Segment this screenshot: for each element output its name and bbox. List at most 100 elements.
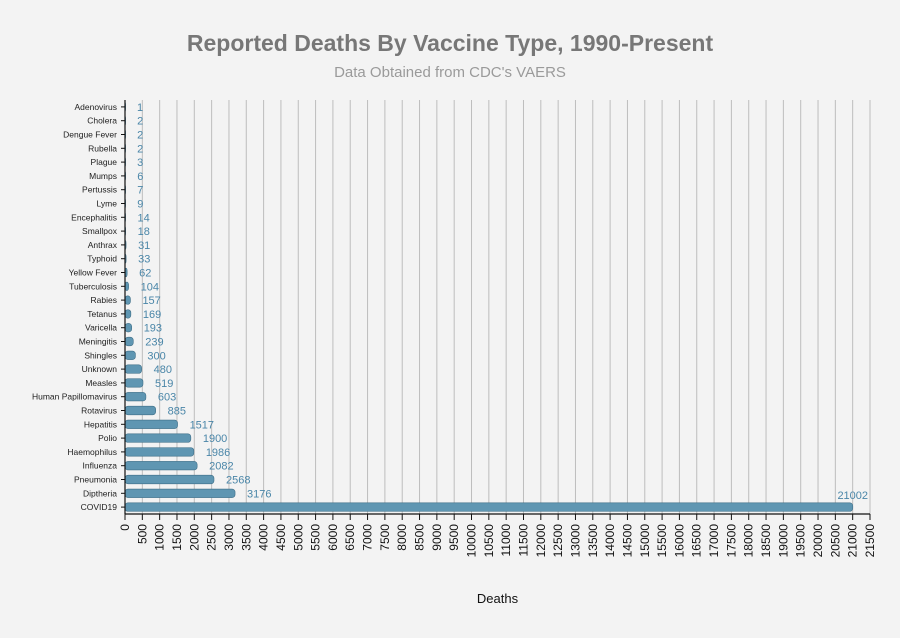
x-tick-label: 11000 (499, 524, 513, 557)
x-tick-label: 7000 (361, 524, 375, 551)
data-label: 2 (137, 143, 143, 155)
category-label: Rabies (91, 295, 117, 305)
x-tick-label: 19500 (794, 524, 808, 558)
data-label: 2568 (226, 475, 250, 487)
data-label: 18 (138, 226, 150, 238)
chart-subtitle: Data Obtained from CDC's VAERS (334, 64, 566, 81)
x-tick-label: 8500 (413, 524, 427, 551)
x-tick-label: 21000 (846, 524, 860, 558)
category-label: Encephalitis (71, 212, 117, 222)
category-label: Yellow Fever (69, 268, 118, 278)
data-label: 62 (139, 268, 151, 280)
x-tick-label: 9000 (430, 524, 444, 551)
x-tick-label: 9500 (447, 524, 461, 551)
category-label: Mumps (89, 171, 117, 181)
category-label: Shingles (84, 350, 117, 360)
data-label: 31 (138, 240, 150, 252)
x-tick-label: 15000 (638, 524, 652, 558)
bar (124, 419, 178, 429)
bar (124, 447, 195, 457)
x-tick-label: 10500 (482, 524, 496, 558)
x-tick-label: 6000 (326, 524, 340, 551)
data-label: 2082 (209, 461, 233, 473)
x-tick-label: 1500 (170, 524, 184, 551)
data-label: 193 (144, 323, 162, 335)
x-tick-label: 13500 (586, 524, 600, 558)
x-tick-label: 11500 (516, 524, 530, 557)
x-tick-label: 2000 (187, 524, 201, 551)
category-label: Rubella (88, 143, 117, 153)
x-tick-label: 500 (135, 524, 149, 544)
data-label: 519 (155, 378, 173, 390)
category-label: Typhoid (87, 254, 117, 264)
category-label: Haemophilus (67, 447, 117, 457)
category-label: Diptheria (83, 488, 117, 498)
category-label: Anthrax (88, 240, 118, 250)
x-tick-label: 12500 (551, 524, 565, 558)
data-label: 169 (143, 309, 161, 321)
x-tick-label: 15500 (655, 524, 669, 558)
category-label: Tuberculosis (69, 281, 117, 291)
x-tick-label: 12000 (534, 524, 548, 558)
x-tick-label: 5000 (291, 524, 305, 551)
category-label: Unknown (82, 364, 118, 374)
category-label: Tetanus (87, 309, 117, 319)
bar (124, 336, 134, 347)
data-label: 480 (154, 364, 172, 376)
data-label: 239 (145, 337, 163, 349)
category-label: Human Papillomavirus (32, 392, 117, 402)
x-tick-label: 1000 (153, 524, 167, 551)
data-label: 104 (141, 281, 159, 293)
x-tick-label: 20500 (828, 524, 842, 558)
data-label: 1517 (190, 419, 214, 431)
x-axis-title: Deaths (477, 591, 519, 606)
bar (124, 405, 156, 416)
x-tick-label: 17500 (724, 524, 738, 558)
bar (124, 502, 854, 512)
bar (124, 488, 236, 498)
bar (124, 378, 144, 388)
data-label: 3176 (247, 488, 271, 500)
x-tick-label: 14500 (620, 524, 634, 558)
x-tick-label: 10000 (465, 524, 479, 558)
data-label: 14 (137, 212, 149, 224)
data-label: 157 (142, 295, 160, 307)
category-label: Hepatitis (84, 419, 117, 429)
data-label: 2 (137, 116, 143, 128)
category-label: Lyme (97, 199, 118, 209)
x-tick-label: 17000 (707, 524, 721, 558)
bar (124, 474, 215, 485)
data-label: 7 (137, 185, 143, 197)
bar (124, 309, 132, 319)
x-tick-label: 3500 (239, 524, 253, 551)
data-label: 300 (147, 350, 165, 362)
category-label: Plague (91, 157, 118, 167)
x-tick-label: 21500 (863, 524, 877, 558)
x-tick-label: 19000 (776, 524, 790, 558)
x-tick-label: 13000 (568, 524, 582, 558)
data-label: 603 (158, 392, 176, 404)
category-label: Pneumonia (74, 475, 117, 485)
bar (124, 392, 147, 402)
category-label: Influenza (83, 461, 118, 471)
data-label: 2 (137, 130, 143, 142)
x-tick-label: 4500 (274, 524, 288, 551)
category-label: Polio (98, 433, 117, 443)
category-label: Smallpox (82, 226, 118, 236)
bar (124, 433, 192, 443)
bar (124, 323, 132, 333)
data-label: 1986 (206, 447, 230, 459)
x-tick-label: 3000 (222, 524, 236, 551)
x-tick-label: 16000 (672, 524, 686, 558)
category-label: Cholera (87, 116, 117, 126)
category-label: Dengue Fever (63, 130, 117, 140)
category-label: Measles (85, 378, 117, 388)
category-label: Pertussis (82, 185, 117, 195)
data-label: 33 (138, 254, 150, 266)
x-tick-label: 2500 (205, 524, 219, 551)
x-tick-label: 6500 (343, 524, 357, 551)
data-label: 9 (137, 199, 143, 211)
x-tick-label: 7500 (378, 524, 392, 551)
bar (124, 364, 142, 374)
